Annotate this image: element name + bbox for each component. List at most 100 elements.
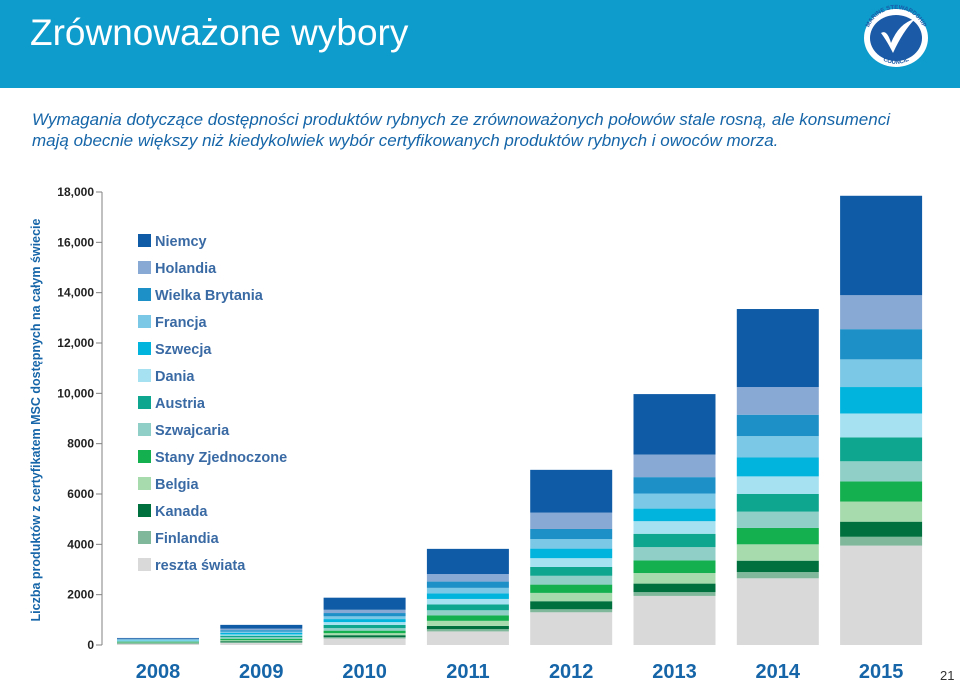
y-tick-label: 16,000 bbox=[57, 235, 94, 249]
bar-segment bbox=[736, 544, 819, 561]
logo-bottom-text: COUNCIL bbox=[882, 57, 910, 66]
legend-label: reszta świata bbox=[155, 558, 246, 574]
bar-segment bbox=[220, 624, 303, 629]
legend-swatch bbox=[138, 234, 151, 247]
bar-segment bbox=[426, 629, 509, 632]
bar-segment bbox=[426, 587, 509, 594]
legend-label: Belgia bbox=[155, 477, 199, 493]
bar-segment bbox=[736, 578, 819, 645]
bar-segment bbox=[530, 584, 613, 593]
bar-segment bbox=[530, 528, 613, 540]
x-tick-label: 2008 bbox=[136, 661, 181, 683]
bar-segment bbox=[840, 461, 923, 482]
bar-segment bbox=[840, 295, 923, 330]
bar-segment bbox=[426, 625, 509, 630]
y-tick-label: 2000 bbox=[67, 588, 94, 602]
bar-segment bbox=[840, 387, 923, 414]
bar-segment bbox=[117, 641, 199, 643]
legend-swatch bbox=[138, 261, 151, 274]
bar-segment bbox=[426, 604, 509, 611]
legend-label: Wielka Brytania bbox=[155, 288, 264, 304]
bar-segment bbox=[117, 637, 199, 639]
bar-segment bbox=[633, 560, 716, 574]
bar-segment bbox=[220, 635, 303, 638]
legend-swatch bbox=[138, 531, 151, 544]
bar-segment bbox=[323, 630, 406, 634]
legend-label: Holandia bbox=[155, 261, 217, 277]
bar-segment bbox=[840, 545, 923, 645]
bar-segment bbox=[220, 638, 303, 641]
x-tick-label: 2013 bbox=[652, 661, 697, 683]
bar-segment bbox=[736, 572, 819, 579]
bar-segment bbox=[323, 619, 406, 623]
bar-segment bbox=[323, 633, 406, 636]
bar-segment bbox=[736, 387, 819, 415]
legend-label: Stany Zjednoczone bbox=[155, 450, 287, 466]
bar-segment bbox=[633, 592, 716, 596]
msc-logo-icon: MARINE STEWARDSHIP COUNCIL bbox=[864, 5, 928, 67]
bar-segment bbox=[323, 628, 406, 631]
bar-segment bbox=[426, 610, 509, 616]
legend-label: Szwajcaria bbox=[155, 423, 230, 439]
x-tick-label: 2015 bbox=[859, 661, 904, 683]
legend-label: Kanada bbox=[155, 504, 208, 520]
x-tick-label: 2014 bbox=[756, 661, 801, 683]
intro-text: Wymagania dotyczące dostępności produktó… bbox=[32, 110, 890, 150]
y-tick-label: 12,000 bbox=[57, 336, 94, 350]
bar-segment bbox=[840, 481, 923, 502]
bar-segment bbox=[736, 436, 819, 458]
bar-segment bbox=[220, 632, 303, 635]
bar-segment bbox=[840, 195, 923, 296]
bar-segment bbox=[426, 548, 509, 575]
bar-segment bbox=[117, 643, 199, 644]
bar-segment bbox=[220, 630, 303, 632]
bar-segment bbox=[530, 592, 613, 602]
bar-segment bbox=[323, 637, 406, 639]
bar-segment bbox=[323, 616, 406, 620]
bar-segment bbox=[323, 613, 406, 617]
legend-swatch bbox=[138, 396, 151, 409]
page-title: Zrównoważone wybory bbox=[30, 12, 409, 53]
bar-segment bbox=[117, 641, 199, 642]
y-tick-label: 0 bbox=[87, 638, 94, 652]
y-tick-label: 14,000 bbox=[57, 286, 94, 300]
bar-segment bbox=[633, 493, 716, 509]
header-bar bbox=[0, 0, 960, 88]
y-tick-label: 4000 bbox=[67, 537, 94, 551]
page-number: 21 bbox=[940, 668, 955, 683]
bar-segment bbox=[840, 536, 923, 546]
legend-label: Szwecja bbox=[155, 342, 212, 358]
y-tick-label: 10,000 bbox=[57, 386, 94, 400]
legend-label: Niemcy bbox=[155, 234, 207, 250]
bar-segment bbox=[426, 631, 509, 645]
bar-segment bbox=[530, 566, 613, 576]
bar-segment bbox=[840, 359, 923, 388]
bar-segment bbox=[426, 593, 509, 599]
bar-segment bbox=[633, 521, 716, 534]
bar-segment bbox=[323, 597, 406, 610]
y-tick-label: 6000 bbox=[67, 487, 94, 501]
svg-text:COUNCIL: COUNCIL bbox=[882, 57, 910, 66]
bar-segment bbox=[117, 638, 199, 640]
bar-segment bbox=[220, 634, 303, 636]
bar-segment bbox=[220, 642, 303, 645]
bar-segment bbox=[323, 609, 406, 614]
legend-label: Dania bbox=[155, 369, 195, 385]
bar-segment bbox=[426, 615, 509, 621]
bar-segment bbox=[530, 612, 613, 645]
bar-segment bbox=[220, 640, 303, 642]
legend-swatch bbox=[138, 558, 151, 571]
legend-swatch bbox=[138, 288, 151, 301]
legend-label: Finlandia bbox=[155, 531, 220, 547]
bar-segment bbox=[530, 575, 613, 585]
bar-segment bbox=[220, 628, 303, 631]
bar-segment bbox=[840, 501, 923, 522]
x-tick-label: 2011 bbox=[446, 661, 489, 683]
bar-segment bbox=[736, 457, 819, 477]
legend-swatch bbox=[138, 504, 151, 517]
bar-segment bbox=[736, 527, 819, 545]
bar-segment bbox=[633, 454, 716, 478]
bar-segment bbox=[220, 637, 303, 639]
bar-segment bbox=[530, 558, 613, 567]
